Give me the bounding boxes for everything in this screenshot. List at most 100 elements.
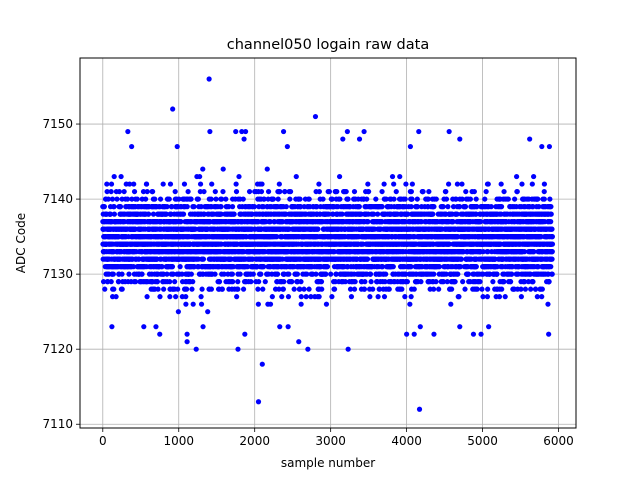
data-point	[109, 181, 114, 186]
data-point	[221, 166, 226, 171]
data-point	[459, 181, 464, 186]
data-point	[248, 279, 253, 284]
data-point	[477, 279, 482, 284]
data-point	[132, 189, 137, 194]
data-point	[316, 181, 321, 186]
data-point	[213, 189, 218, 194]
data-point	[161, 181, 166, 186]
data-point	[199, 287, 204, 292]
data-point	[376, 294, 381, 299]
data-point	[281, 287, 286, 292]
data-point	[332, 287, 337, 292]
data-point	[223, 196, 228, 201]
data-point	[315, 227, 320, 232]
data-point	[434, 196, 439, 201]
data-point	[456, 294, 461, 299]
data-point	[260, 287, 265, 292]
data-point	[114, 196, 119, 201]
data-point	[184, 287, 189, 292]
data-point	[382, 294, 387, 299]
data-point	[209, 181, 214, 186]
data-point	[436, 287, 441, 292]
data-point	[155, 287, 160, 292]
data-point	[118, 174, 123, 179]
data-point	[241, 196, 246, 201]
data-point	[268, 302, 273, 307]
data-point	[475, 287, 480, 292]
data-point	[403, 196, 408, 201]
data-point	[306, 287, 311, 292]
data-point	[299, 294, 304, 299]
data-point	[292, 287, 297, 292]
data-point	[111, 287, 116, 292]
data-point	[155, 279, 160, 284]
data-point	[161, 287, 166, 292]
data-point	[444, 196, 449, 201]
data-point	[172, 279, 177, 284]
data-point	[334, 189, 339, 194]
data-point	[157, 294, 162, 299]
data-point	[394, 189, 399, 194]
data-point	[323, 272, 328, 277]
data-point	[199, 302, 204, 307]
data-point	[200, 166, 205, 171]
data-point	[412, 287, 417, 292]
data-point	[205, 309, 210, 314]
data-point	[277, 189, 282, 194]
data-point	[281, 279, 286, 284]
data-point	[287, 196, 292, 201]
data-point	[446, 181, 451, 186]
data-point	[188, 196, 193, 201]
data-point	[112, 204, 117, 209]
data-point	[111, 272, 116, 277]
data-point	[190, 279, 195, 284]
data-point	[466, 272, 471, 277]
data-point	[365, 257, 370, 262]
data-point	[329, 294, 334, 299]
data-point	[431, 287, 436, 292]
data-point	[380, 204, 385, 209]
data-point	[295, 272, 300, 277]
data-point	[117, 189, 122, 194]
data-point	[178, 264, 183, 269]
data-point	[448, 302, 453, 307]
data-point	[276, 196, 281, 201]
data-point	[431, 204, 436, 209]
data-point	[317, 189, 322, 194]
data-point	[259, 181, 264, 186]
data-point	[463, 204, 468, 209]
data-point	[294, 174, 299, 179]
data-point	[191, 204, 196, 209]
data-point	[415, 196, 420, 201]
data-point	[286, 272, 291, 277]
data-point	[288, 189, 293, 194]
data-point	[368, 272, 373, 277]
data-point	[255, 287, 260, 292]
data-point	[370, 287, 375, 292]
data-point	[328, 272, 333, 277]
data-point	[256, 302, 261, 307]
data-point	[325, 264, 330, 269]
data-point	[167, 279, 172, 284]
data-point	[170, 264, 175, 269]
data-point	[181, 212, 186, 217]
data-point	[443, 189, 448, 194]
data-point	[462, 287, 467, 292]
data-point	[241, 287, 246, 292]
data-point	[236, 174, 241, 179]
data-point	[120, 287, 125, 292]
data-point	[373, 196, 378, 201]
data-point	[135, 196, 140, 201]
data-point	[104, 181, 109, 186]
data-point	[468, 196, 473, 201]
data-point	[327, 189, 332, 194]
data-point	[426, 189, 431, 194]
data-point	[144, 181, 149, 186]
data-point	[284, 204, 289, 209]
data-point	[218, 204, 223, 209]
data-point	[365, 181, 370, 186]
data-point	[391, 264, 396, 269]
data-point	[397, 174, 402, 179]
data-point	[212, 272, 217, 277]
